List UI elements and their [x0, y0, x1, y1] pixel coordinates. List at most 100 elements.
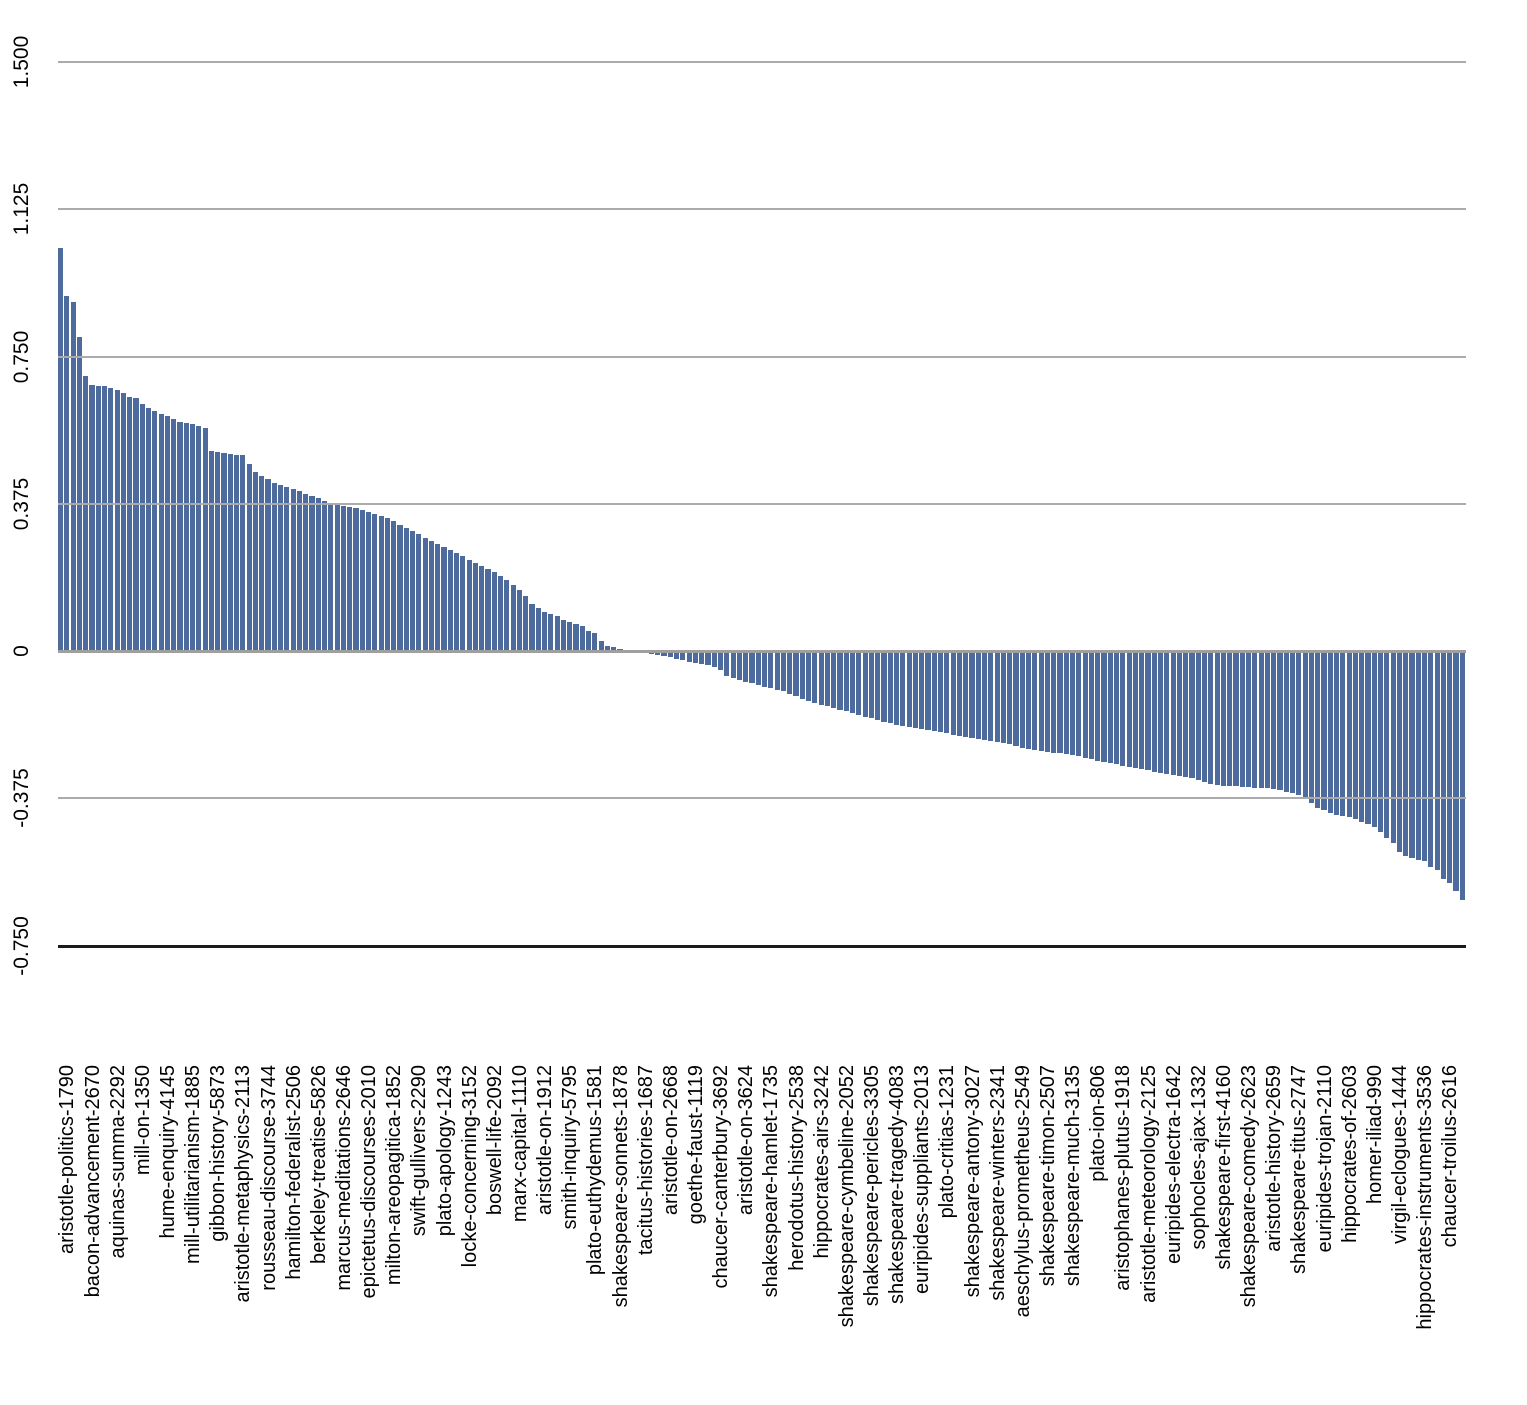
bar [1403, 652, 1409, 856]
x-axis-category-label: aristotle-on-1912 [534, 1065, 557, 1216]
bar [548, 614, 554, 651]
x-axis-category-label: aristotle-on-2668 [659, 1065, 682, 1216]
bar [1346, 652, 1352, 818]
bar [127, 396, 133, 651]
bar [969, 652, 975, 739]
bar [1139, 652, 1145, 770]
bar [284, 487, 290, 651]
bar [1340, 652, 1346, 816]
y-axis-tick-label: -0.750 [10, 915, 33, 976]
x-axis-category-label: gibbon-history-5873 [207, 1065, 230, 1242]
bar [560, 619, 567, 651]
bar [1327, 652, 1333, 814]
bar [171, 419, 177, 651]
bar [1302, 652, 1308, 799]
bar [699, 652, 705, 665]
bar [535, 607, 541, 651]
x-axis-category-label: shakespeare-hamlet-1735 [760, 1065, 783, 1298]
bar [347, 506, 353, 651]
x-axis-category-label: aristotle-history-2659 [1263, 1065, 1286, 1252]
bar [378, 515, 384, 651]
x-axis-category-label: plato-apology-1243 [433, 1065, 456, 1237]
bar [1132, 652, 1139, 768]
bar [190, 424, 196, 651]
x-axis-category-label: berkeley-treatise-5826 [307, 1065, 330, 1264]
x-axis-category-label: aeschylus-prometheus-2549 [1011, 1065, 1034, 1318]
bar [799, 652, 805, 699]
bar [1164, 652, 1170, 775]
bar [686, 652, 692, 662]
bar [1428, 652, 1434, 868]
bar [956, 652, 963, 736]
x-axis-category-label: bacon-advancement-2670 [81, 1065, 104, 1298]
bar [1095, 652, 1101, 761]
bar [1434, 652, 1440, 870]
x-axis-category-label: aquinas-summa-2292 [106, 1065, 129, 1259]
bar [271, 482, 277, 651]
bar [831, 652, 837, 708]
bar [692, 652, 699, 664]
bar [1032, 652, 1038, 750]
x-axis-category-label: sophocles-ajax-1332 [1187, 1065, 1210, 1250]
bar [755, 652, 761, 685]
y-axis-tick-label: 0.375 [10, 477, 33, 530]
bar [504, 580, 510, 651]
bar [787, 652, 793, 695]
bar [334, 504, 340, 651]
bar [384, 518, 391, 651]
bar [1296, 652, 1302, 795]
bar [1396, 652, 1403, 852]
bar [1308, 652, 1315, 804]
bar [1101, 652, 1107, 763]
bar [158, 413, 164, 651]
bar [278, 484, 284, 651]
bar [1145, 652, 1151, 771]
bar [850, 652, 856, 713]
bar [793, 652, 799, 697]
x-axis-category-label: hippocrates-of-2603 [1338, 1065, 1361, 1243]
bar [1390, 652, 1396, 844]
bar [648, 652, 655, 654]
x-axis-category-label: milton-areopagitica-1852 [383, 1065, 406, 1286]
bar [736, 652, 743, 680]
bar [529, 603, 535, 651]
y-axis-tick-label: 0 [10, 645, 33, 657]
bar [177, 421, 183, 651]
bar [221, 453, 227, 651]
x-axis-category-label: hippocrates-airs-3242 [810, 1065, 833, 1259]
bar [592, 632, 598, 651]
x-axis-category-label: aristotle-metaphysics-2113 [232, 1065, 255, 1303]
bar [1422, 652, 1428, 862]
gridline [58, 355, 1466, 358]
bar [472, 562, 479, 651]
bar [542, 611, 548, 651]
bar [1158, 652, 1164, 774]
x-axis-category-label: marx-capital-1110 [509, 1065, 531, 1223]
bar [711, 652, 717, 668]
bar [705, 652, 711, 666]
bar [1195, 652, 1201, 781]
x-axis-category-label: virgil-eclogues-1444 [1389, 1065, 1411, 1244]
bar [887, 652, 893, 724]
x-axis-category-label: plato-euthydemus-1581 [584, 1065, 607, 1276]
bar [1233, 652, 1239, 787]
bar [843, 652, 849, 712]
bar [900, 652, 906, 727]
bar [1044, 652, 1051, 752]
bar [1359, 652, 1365, 822]
bar [579, 625, 585, 651]
bar [133, 398, 139, 651]
bar [1151, 652, 1157, 773]
bar [1246, 652, 1252, 788]
bar [1063, 652, 1069, 755]
bar [1352, 652, 1359, 820]
x-axis-category-label: mill-utilitarianism-1885 [182, 1065, 205, 1264]
bar [818, 652, 824, 705]
bar [89, 384, 95, 651]
bar [661, 652, 667, 657]
bar [1076, 652, 1082, 757]
bar [1453, 652, 1459, 892]
bar [655, 652, 661, 655]
bar [1019, 652, 1025, 748]
bar [1321, 652, 1327, 810]
